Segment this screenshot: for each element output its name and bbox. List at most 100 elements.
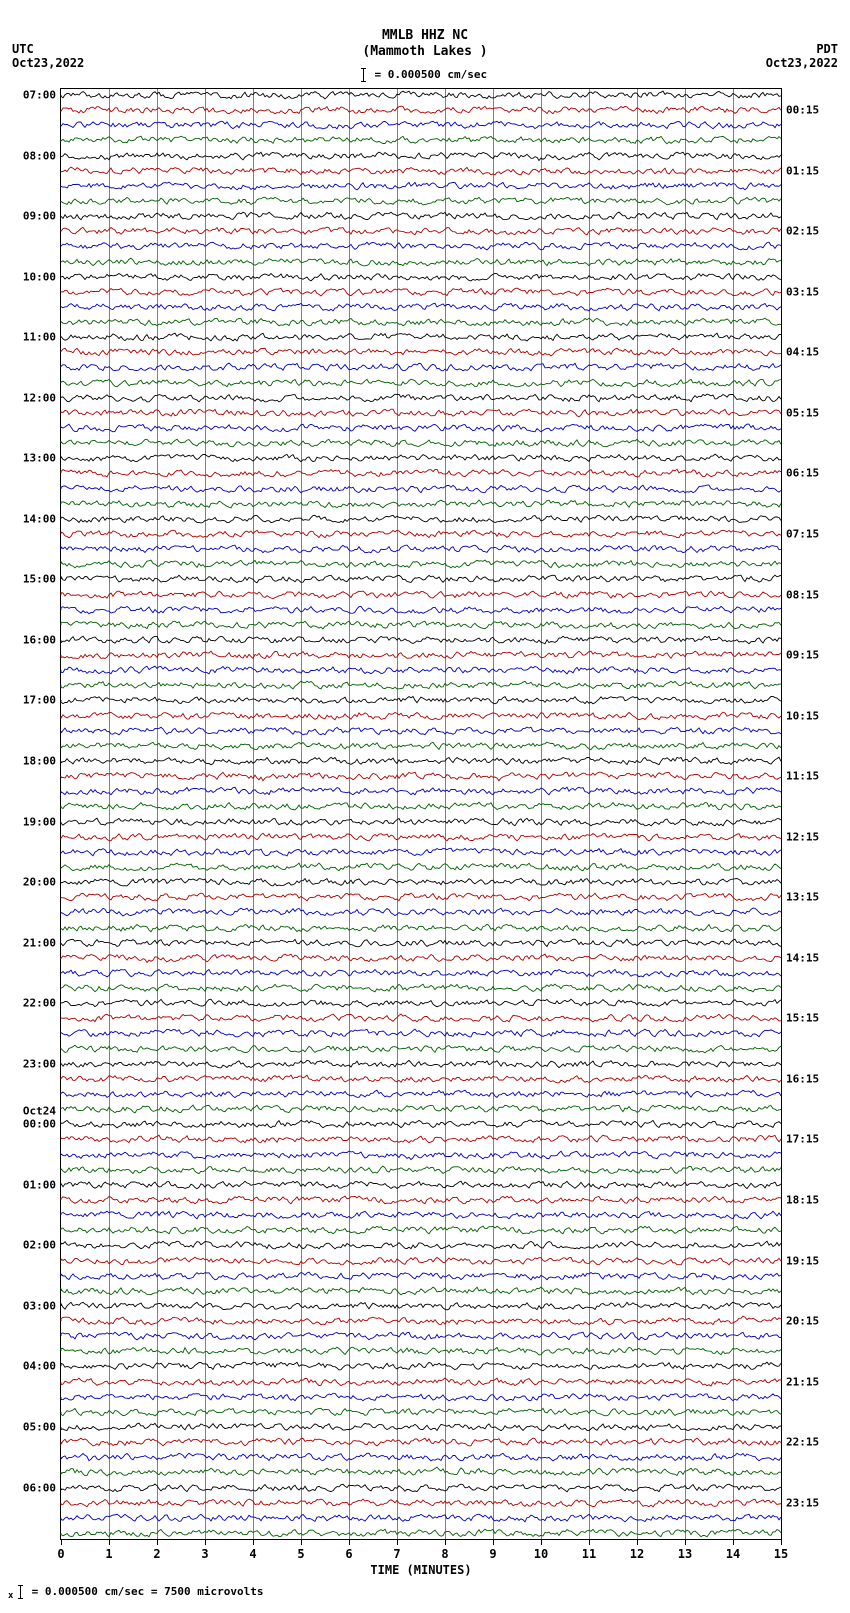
footer-scale: x = 0.000500 cm/sec = 7500 microvolts: [8, 1585, 263, 1601]
pdt-time-label: 02:15: [786, 225, 819, 238]
x-tick-label: 2: [153, 1547, 160, 1561]
seismic-trace: [61, 1148, 781, 1162]
pdt-time-label: 12:15: [786, 830, 819, 843]
utc-time-label: 05:00: [23, 1421, 56, 1434]
seismic-trace: [61, 890, 781, 904]
pdt-time-label: 16:15: [786, 1072, 819, 1085]
seismic-trace: [61, 360, 781, 374]
seismic-trace: [61, 1072, 781, 1086]
pdt-time-label: 18:15: [786, 1193, 819, 1206]
seismic-trace: [61, 693, 781, 707]
seismic-trace: [61, 497, 781, 511]
seismic-trace: [61, 799, 781, 813]
pdt-time-label: 21:15: [786, 1375, 819, 1388]
seismic-trace: [61, 996, 781, 1010]
station-code: MMLB HHZ NC: [0, 28, 850, 43]
pdt-time-label: 09:15: [786, 649, 819, 662]
x-tick-label: 12: [630, 1547, 644, 1561]
seismic-trace: [61, 966, 781, 980]
seismic-trace: [61, 1132, 781, 1146]
footer-scale-bar-icon: [20, 1585, 21, 1599]
seismic-trace: [61, 769, 781, 783]
pdt-time-label: 13:15: [786, 891, 819, 904]
x-tick-label: 0: [57, 1547, 64, 1561]
pdt-time-label: 22:15: [786, 1436, 819, 1449]
seismic-trace: [61, 1405, 781, 1419]
pdt-time-label: 19:15: [786, 1254, 819, 1267]
pdt-time-label: 17:15: [786, 1133, 819, 1146]
seismic-trace: [61, 1420, 781, 1434]
x-tick-label: 9: [489, 1547, 496, 1561]
utc-time-label: 22:00: [23, 997, 56, 1010]
seismic-trace: [61, 1026, 781, 1040]
seismic-trace: [61, 1042, 781, 1056]
utc-time-label: 20:00: [23, 876, 56, 889]
seismic-trace: [61, 1496, 781, 1510]
seismic-trace: [61, 1390, 781, 1404]
utc-time-label: 18:00: [23, 755, 56, 768]
utc-time-label: 12:00: [23, 391, 56, 404]
seismic-trace: [61, 406, 781, 420]
seismic-trace: [61, 1299, 781, 1313]
seismic-trace: [61, 603, 781, 617]
utc-time-label: 00:00: [23, 1118, 56, 1131]
seismic-trace: [61, 1254, 781, 1268]
seismic-trace: [61, 1087, 781, 1101]
seismic-trace: [61, 270, 781, 284]
seismic-trace: [61, 315, 781, 329]
x-tick-label: 4: [249, 1547, 256, 1561]
seismic-trace: [61, 633, 781, 647]
utc-time-label: 11:00: [23, 331, 56, 344]
seismic-trace: [61, 875, 781, 889]
seismic-trace: [61, 421, 781, 435]
seismic-trace: [61, 1178, 781, 1192]
seismic-trace: [61, 285, 781, 299]
seismic-trace: [61, 921, 781, 935]
seismic-trace: [61, 1117, 781, 1131]
seismic-trace: [61, 1269, 781, 1283]
seismic-trace: [61, 1450, 781, 1464]
seismic-trace: [61, 179, 781, 193]
seismic-trace: [61, 527, 781, 541]
seismic-trace: [61, 466, 781, 480]
x-tick-label: 13: [678, 1547, 692, 1561]
seismic-trace: [61, 936, 781, 950]
helicorder-plot: TIME (MINUTES) 012345678910111213141507:…: [60, 88, 782, 1540]
seismic-trace: [61, 709, 781, 723]
pdt-time-label: 03:15: [786, 285, 819, 298]
utc-time-label: 19:00: [23, 815, 56, 828]
utc-time-label: 08:00: [23, 149, 56, 162]
x-tick-label: 5: [297, 1547, 304, 1561]
x-tick-label: 6: [345, 1547, 352, 1561]
seismic-trace: [61, 1481, 781, 1495]
seismic-trace: [61, 118, 781, 132]
seismic-trace: [61, 648, 781, 662]
seismic-trace: [61, 678, 781, 692]
x-tick-label: 10: [534, 1547, 548, 1561]
seismic-trace: [61, 376, 781, 390]
seismic-trace: [61, 663, 781, 677]
seismograph-container: MMLB HHZ NC (Mammoth Lakes ) UTC Oct23,2…: [0, 0, 850, 1613]
seismic-trace: [61, 618, 781, 632]
seismic-trace: [61, 1238, 781, 1252]
seismic-trace: [61, 345, 781, 359]
pdt-time-label: 06:15: [786, 467, 819, 480]
seismic-trace: [61, 133, 781, 147]
seismic-trace: [61, 1526, 781, 1540]
seismic-trace: [61, 588, 781, 602]
utc-time-label: 06:00: [23, 1481, 56, 1494]
x-tick-label: 15: [774, 1547, 788, 1561]
seismic-trace: [61, 951, 781, 965]
x-tick-label: 7: [393, 1547, 400, 1561]
pdt-time-label: 05:15: [786, 406, 819, 419]
pdt-time-label: 11:15: [786, 770, 819, 783]
station-name: (Mammoth Lakes ): [0, 44, 850, 59]
seismic-trace: [61, 1344, 781, 1358]
pdt-time-label: 23:15: [786, 1496, 819, 1509]
seismic-trace: [61, 451, 781, 465]
seismic-trace: [61, 88, 781, 102]
pdt-time-label: 10:15: [786, 709, 819, 722]
x-tick-label: 11: [582, 1547, 596, 1561]
seismic-trace: [61, 1329, 781, 1343]
utc-time-label: 07:00: [23, 89, 56, 102]
